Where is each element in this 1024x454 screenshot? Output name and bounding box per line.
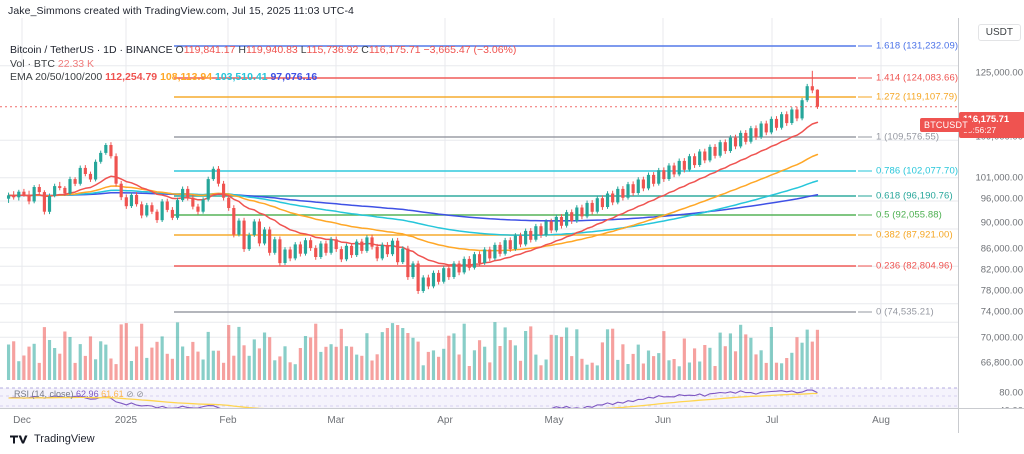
time-axis-tick: May (544, 415, 564, 426)
fib-level-label[interactable]: 0.382 (87,921.00) (876, 229, 953, 241)
legend-volume-value: 22.33 K (57, 57, 95, 70)
time-axis-tick: Jul (765, 415, 779, 426)
fib-level-label[interactable]: 1.618 (131,232.09) (876, 40, 959, 52)
fib-level-dash (858, 77, 872, 79)
price-axis-tick: 101,000.00 (975, 172, 1023, 184)
price-axis-tick: 90,000.00 (980, 217, 1023, 229)
legend-open-label: O (175, 44, 184, 56)
fib-level-label[interactable]: 0 (74,535.21) (876, 306, 934, 318)
legend-ema100-value: 103,510.41 (214, 71, 268, 83)
current-price-value: 116,175.71 (963, 113, 1010, 125)
legend-change: −3,665.47 (−3.06%) (423, 44, 517, 56)
price-axis[interactable]: USDT 125,000.00109,000.00101,000.0096,00… (958, 18, 1024, 431)
fib-level-dash (858, 45, 872, 47)
legend-symbol[interactable]: Bitcoin / TetherUS · 1D · BINANCE (10, 44, 173, 56)
price-axis-tick: 66,800.00 (980, 357, 1023, 369)
legend-ema-label[interactable]: EMA 20/50/100/200 (10, 71, 103, 83)
symbol-price-tag: BTCUSDT (920, 117, 972, 132)
legend-high-value: 119,940.83 (246, 44, 298, 56)
time-axis[interactable]: Dec 2025 Feb Mar Apr May Jun Jul Aug (0, 408, 958, 433)
time-axis-tick: Feb (219, 415, 237, 426)
candlestick-svg (0, 18, 958, 408)
attribution-text: Jake_Simmons created with TradingView.co… (8, 5, 354, 17)
legend-ohlc-row: Bitcoin / TetherUS · 1D · BINANCE O119,8… (10, 44, 516, 58)
time-axis-tick: Dec (13, 415, 31, 426)
time-axis-tick: Jun (654, 415, 672, 426)
fib-level-dash (858, 96, 872, 98)
price-axis-tick: 96,000.00 (980, 193, 1023, 205)
chart-frame: USDT 125,000.00109,000.00101,000.0096,00… (0, 18, 1024, 431)
fib-level-dash (858, 136, 872, 138)
time-axis-tick: 2025 (114, 415, 138, 426)
axis-corner (958, 408, 1024, 433)
rsi-settings-icon[interactable]: ⊘ (136, 389, 144, 399)
price-plot-area[interactable] (0, 18, 958, 408)
footer: TradingView (10, 433, 95, 445)
chart-legend: Bitcoin / TetherUS · 1D · BINANCE O119,8… (10, 44, 516, 85)
legend-low-value: 115,736.92 (306, 44, 359, 56)
legend-close-label: C (361, 44, 369, 56)
time-axis-tick: Aug (872, 415, 890, 426)
legend-ema50-value: 108,113.94 (160, 71, 213, 83)
rsi-value: 62.96 (76, 389, 99, 399)
time-axis-tick: Apr (437, 415, 453, 426)
fib-level-dash (858, 214, 872, 216)
legend-ema20-value: 112,254.79 (105, 71, 158, 83)
fib-level-label[interactable]: 1 (109,576.55) (876, 131, 940, 143)
tradingview-brand: TradingView (34, 433, 95, 445)
fib-level-label[interactable]: 0.618 (96,190.76) (876, 190, 953, 202)
fib-level-dash (858, 170, 872, 172)
fib-level-dash (858, 311, 872, 313)
legend-volume-row: Vol · BTC 22.33 K (10, 58, 516, 72)
rsi-signal-value: 61.61 (101, 389, 124, 399)
price-axis-tick: 70,000.00 (980, 332, 1023, 344)
price-axis-tick: 78,000.00 (980, 285, 1023, 297)
rsi-visibility-icon[interactable]: ⊘ (126, 389, 134, 399)
legend-high-label: H (238, 44, 246, 56)
legend-ema200-value: 97,076.16 (270, 71, 318, 83)
tradingview-logo-icon (10, 435, 28, 443)
legend-volume-label[interactable]: Vol · BTC (10, 57, 55, 70)
price-axis-tick: 125,000.00 (975, 67, 1023, 79)
price-axis-tick: 74,000.00 (980, 306, 1023, 318)
fib-level-label[interactable]: 0.5 (92,055.88) (876, 209, 942, 221)
price-axis-unit: USDT (977, 24, 1021, 41)
fib-level-dash (858, 265, 872, 267)
fib-level-label[interactable]: 1.414 (124,083.66) (876, 72, 959, 84)
legend-low-label: L (300, 44, 307, 56)
fib-level-label[interactable]: 0.786 (102,077.70) (876, 165, 959, 177)
time-axis-tick: Mar (327, 415, 345, 426)
current-price-time: 08:56:27 (963, 124, 997, 135)
rsi-title[interactable]: RSI (14, close) (14, 389, 74, 399)
fib-level-label[interactable]: 1.272 (119,107.79) (876, 91, 958, 103)
fib-level-dash (858, 195, 872, 197)
fib-level-label[interactable]: 0.236 (82,804.96) (876, 260, 953, 272)
price-axis-tick: 86,000.00 (980, 243, 1023, 255)
price-axis-tick: 80.00 (999, 387, 1023, 399)
rsi-legend: RSI (14, close) 62.96 61.61 ⊘ ⊘ (14, 389, 144, 400)
legend-open-value: 119,841.17 (183, 44, 236, 56)
legend-close-value: 116,175.71 (368, 44, 421, 56)
legend-ema-row: EMA 20/50/100/200 112,254.79 108,113.94 … (10, 71, 516, 85)
fib-level-dash (858, 234, 872, 236)
price-axis-tick: 82,000.00 (980, 264, 1023, 276)
